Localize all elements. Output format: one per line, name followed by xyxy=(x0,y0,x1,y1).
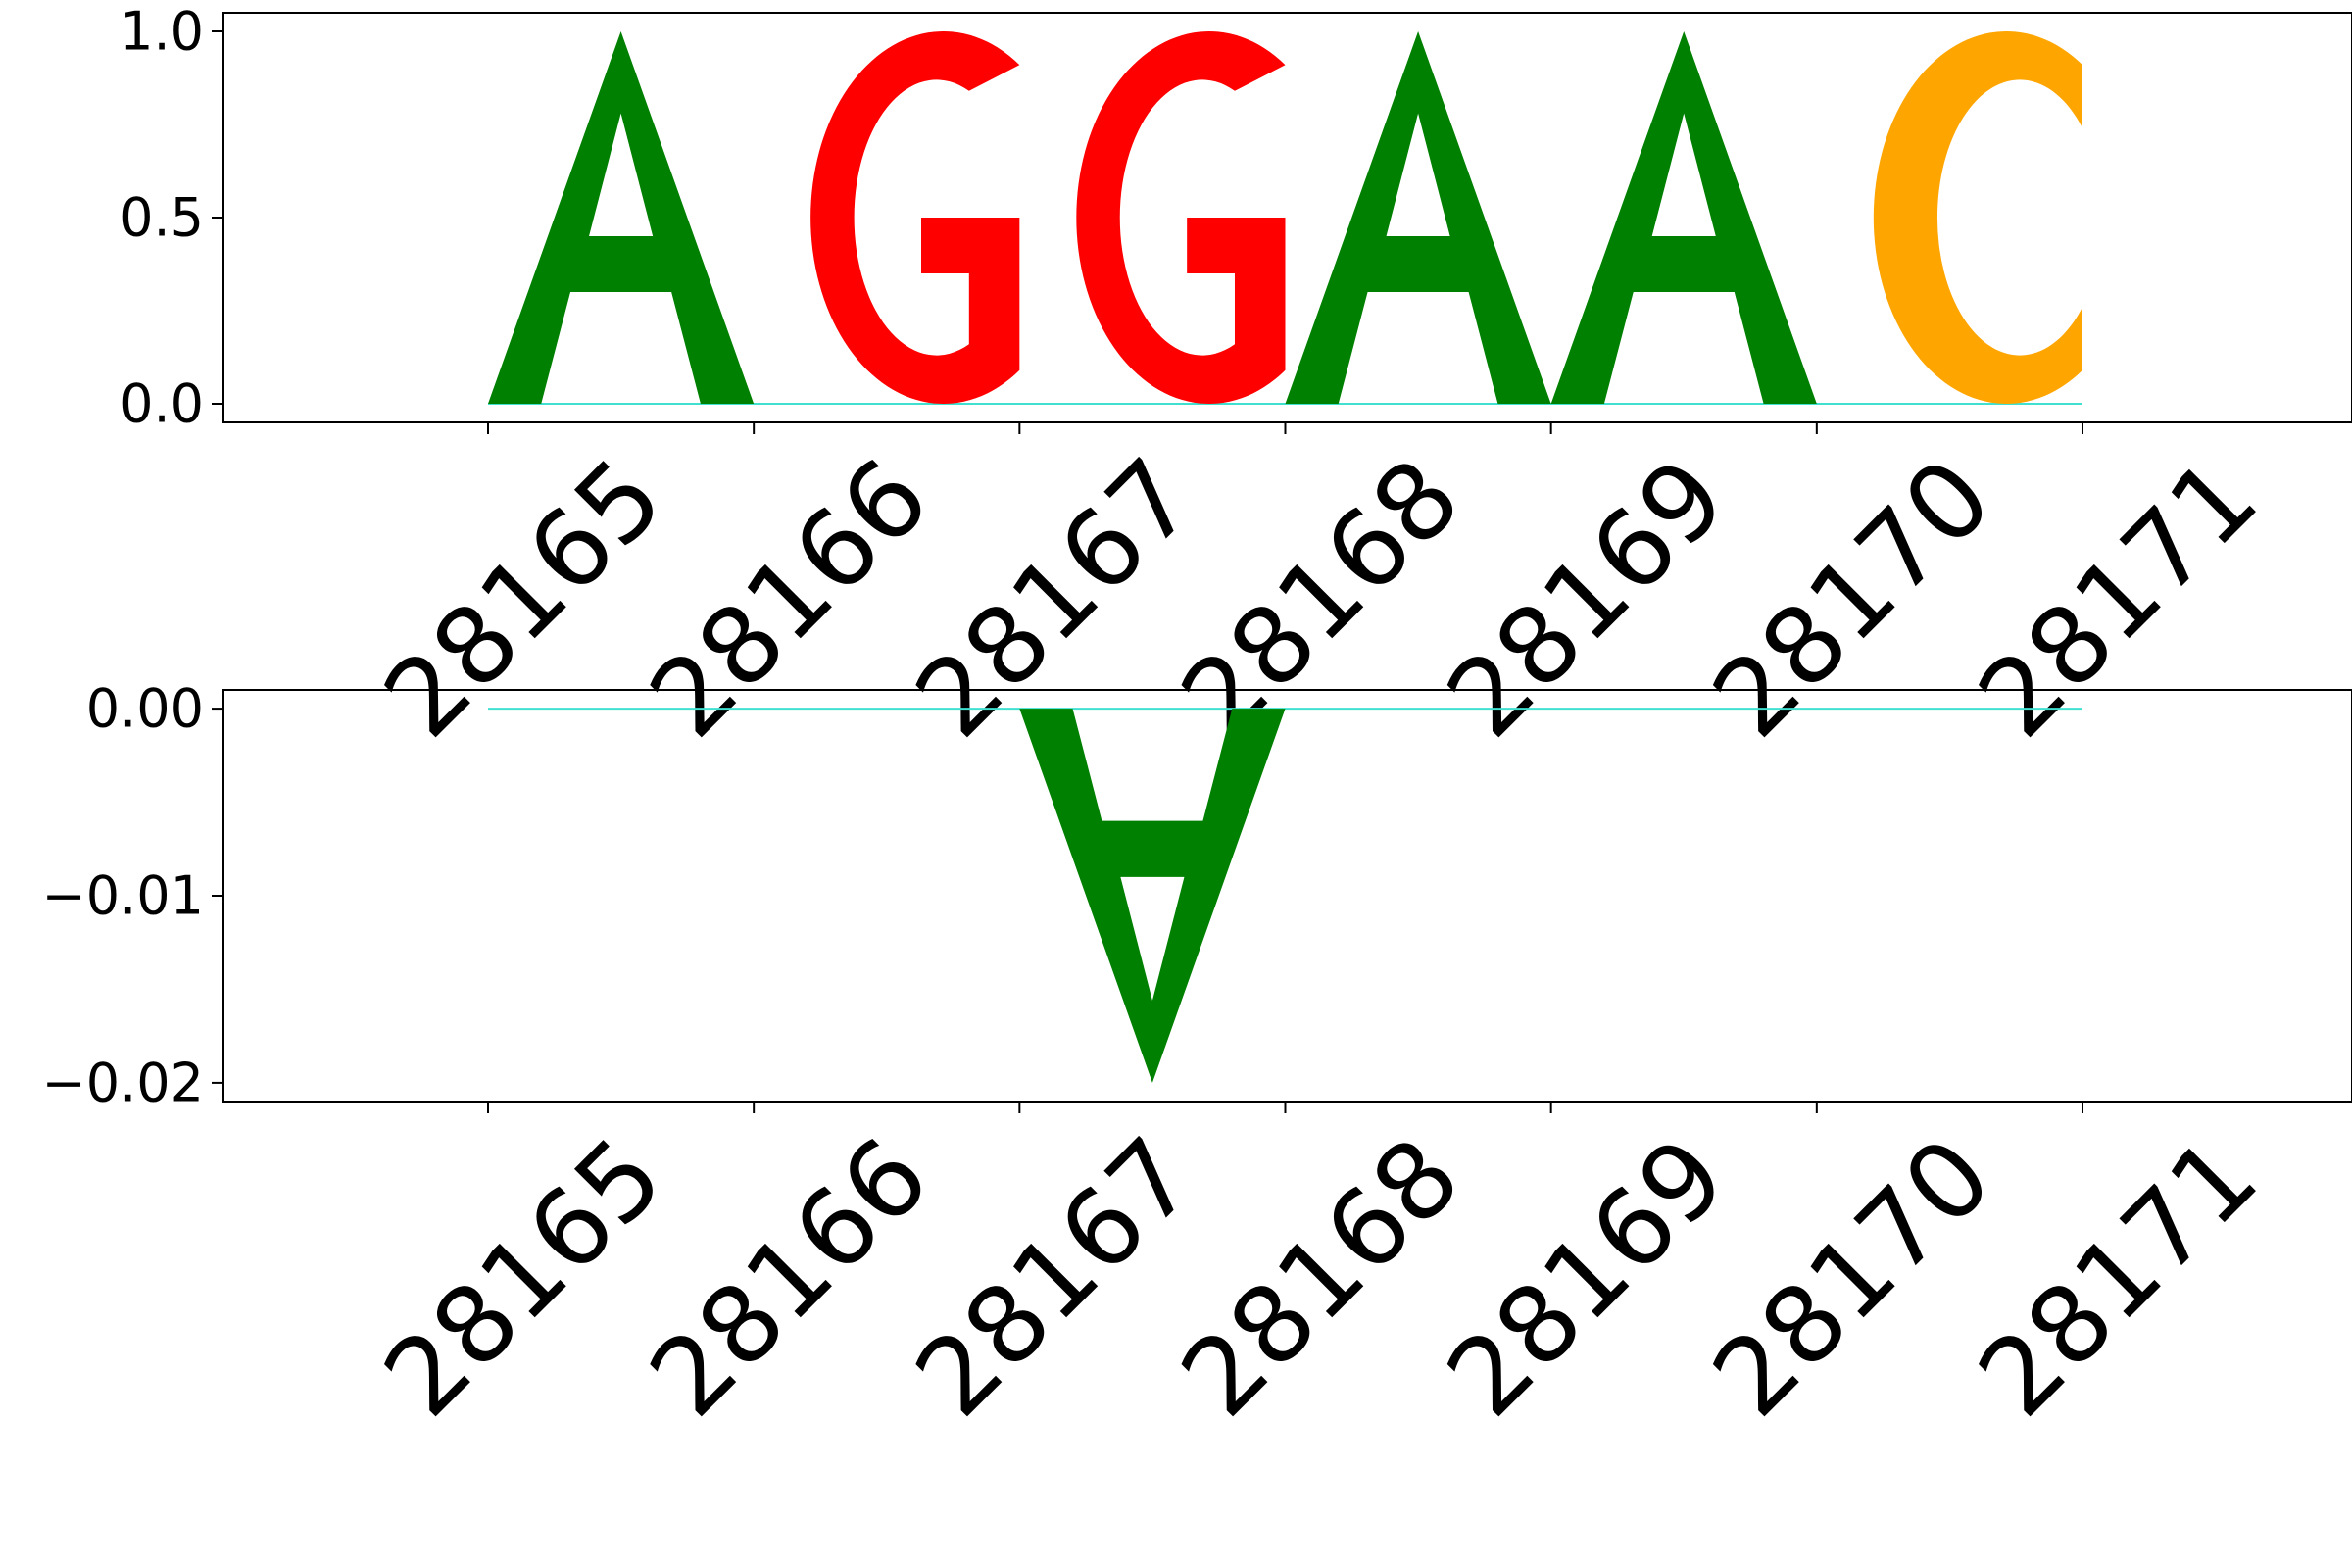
logo-letter-C-shape xyxy=(1873,31,2082,405)
x-tick-label: 28167 xyxy=(893,1115,1217,1440)
x-tick-label: 28166 xyxy=(627,436,952,760)
x-tick-label: 28169 xyxy=(1425,436,1749,760)
logo-letter-A xyxy=(1019,709,1286,1083)
x-tick-label: 28165 xyxy=(362,436,686,760)
logo-letter-G xyxy=(1076,31,1286,405)
x-tick-label: 28168 xyxy=(1159,436,1484,760)
x-tick-label: 28170 xyxy=(1690,436,2015,760)
y-tick-label: 0.00 xyxy=(86,678,204,740)
logo-letter-G xyxy=(810,31,1020,405)
x-tick-label: 28165 xyxy=(362,1115,686,1440)
x-tick-label: 28168 xyxy=(1159,1115,1484,1440)
x-tick-label: 28166 xyxy=(627,1115,952,1440)
logo-letter-A-shape xyxy=(488,31,755,404)
y-tick-label: 0.5 xyxy=(120,187,204,249)
logo-letter-A-shape xyxy=(1019,709,1286,1083)
logo-letter-A xyxy=(488,31,755,404)
logo-letter-A xyxy=(1285,31,1551,404)
logo-letter-G-shape xyxy=(1076,31,1286,405)
logo-letter-A-shape xyxy=(1285,31,1551,404)
logo-letter-A xyxy=(1550,31,1817,404)
logo-letter-G-shape xyxy=(810,31,1020,405)
x-tick-label: 28171 xyxy=(1956,1115,2280,1440)
y-tick-label: 1.0 xyxy=(120,1,204,63)
panel-negative: 0.00−0.01−0.0228165281662816728168281692… xyxy=(42,678,2352,1440)
x-tick-label: 28170 xyxy=(1690,1115,2015,1440)
y-tick-label: −0.02 xyxy=(42,1052,204,1113)
logo-letter-C xyxy=(1873,31,2082,405)
y-tick-label: 0.0 xyxy=(120,373,204,435)
x-tick-label: 28171 xyxy=(1956,436,2280,760)
x-tick-label: 28169 xyxy=(1425,1115,1749,1440)
logo-letter-A-shape xyxy=(1550,31,1817,404)
y-tick-label: −0.01 xyxy=(42,865,204,927)
